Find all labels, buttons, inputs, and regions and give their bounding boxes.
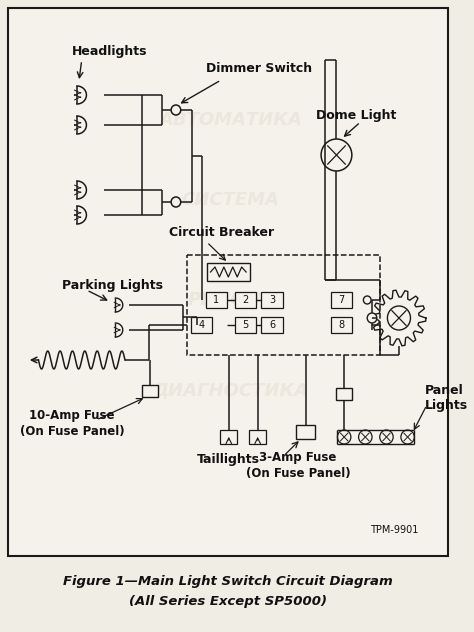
Circle shape [364, 296, 371, 304]
Text: 1: 1 [213, 295, 219, 305]
Text: 2: 2 [242, 295, 248, 305]
Text: Taillights: Taillights [197, 454, 260, 466]
Text: 7: 7 [338, 295, 345, 305]
Text: Dome Light: Dome Light [316, 109, 396, 121]
Circle shape [367, 313, 377, 323]
Bar [187, 255, 380, 355]
Bar [206, 292, 227, 308]
Text: TPM-9901: TPM-9901 [370, 525, 418, 535]
Text: ДИАГНОСТИКА: ДИАГНОСТИКА [153, 381, 309, 399]
Bar [191, 317, 212, 333]
Bar [207, 263, 250, 281]
Text: 4: 4 [199, 320, 205, 330]
Bar [331, 317, 352, 333]
Bar [262, 292, 283, 308]
Text: Parking Lights: Parking Lights [63, 279, 164, 291]
Bar [249, 430, 266, 444]
Text: 3: 3 [269, 295, 275, 305]
Text: Headlights: Headlights [72, 46, 147, 59]
Text: Dimmer Switch: Dimmer Switch [207, 61, 313, 75]
Text: АВТОМАТИКА: АВТОМАТИКА [159, 111, 302, 129]
Circle shape [321, 139, 352, 171]
Circle shape [171, 197, 181, 207]
Circle shape [171, 105, 181, 115]
Text: 10-Amp Fuse: 10-Amp Fuse [29, 408, 115, 422]
Circle shape [358, 430, 372, 444]
Circle shape [380, 430, 393, 444]
Text: 3-Amp Fuse: 3-Amp Fuse [259, 451, 337, 465]
Bar [296, 425, 315, 439]
Bar [331, 292, 352, 308]
Text: (On Fuse Panel): (On Fuse Panel) [20, 425, 124, 439]
Text: Circuit Breaker: Circuit Breaker [169, 226, 273, 238]
Text: 8: 8 [338, 320, 344, 330]
Bar [262, 317, 283, 333]
Text: РЕМОНТ: РЕМОНТ [188, 291, 273, 309]
Bar [235, 292, 255, 308]
Text: Figure 1—Main Light Switch Circuit Diagram: Figure 1—Main Light Switch Circuit Diagr… [63, 576, 393, 588]
Text: СИСТЕМА: СИСТЕМА [182, 191, 280, 209]
Bar [220, 430, 237, 444]
Bar [8, 8, 448, 556]
Text: 6: 6 [269, 320, 275, 330]
Text: (All Series Except SP5000): (All Series Except SP5000) [129, 595, 327, 607]
Circle shape [387, 306, 410, 330]
Bar [337, 388, 352, 400]
Bar [235, 317, 255, 333]
Circle shape [401, 430, 414, 444]
Text: 5: 5 [242, 320, 248, 330]
Text: (On Fuse Panel): (On Fuse Panel) [246, 468, 350, 480]
Circle shape [337, 430, 351, 444]
Bar [142, 385, 158, 397]
Text: Panel
Lights: Panel Lights [425, 384, 468, 412]
